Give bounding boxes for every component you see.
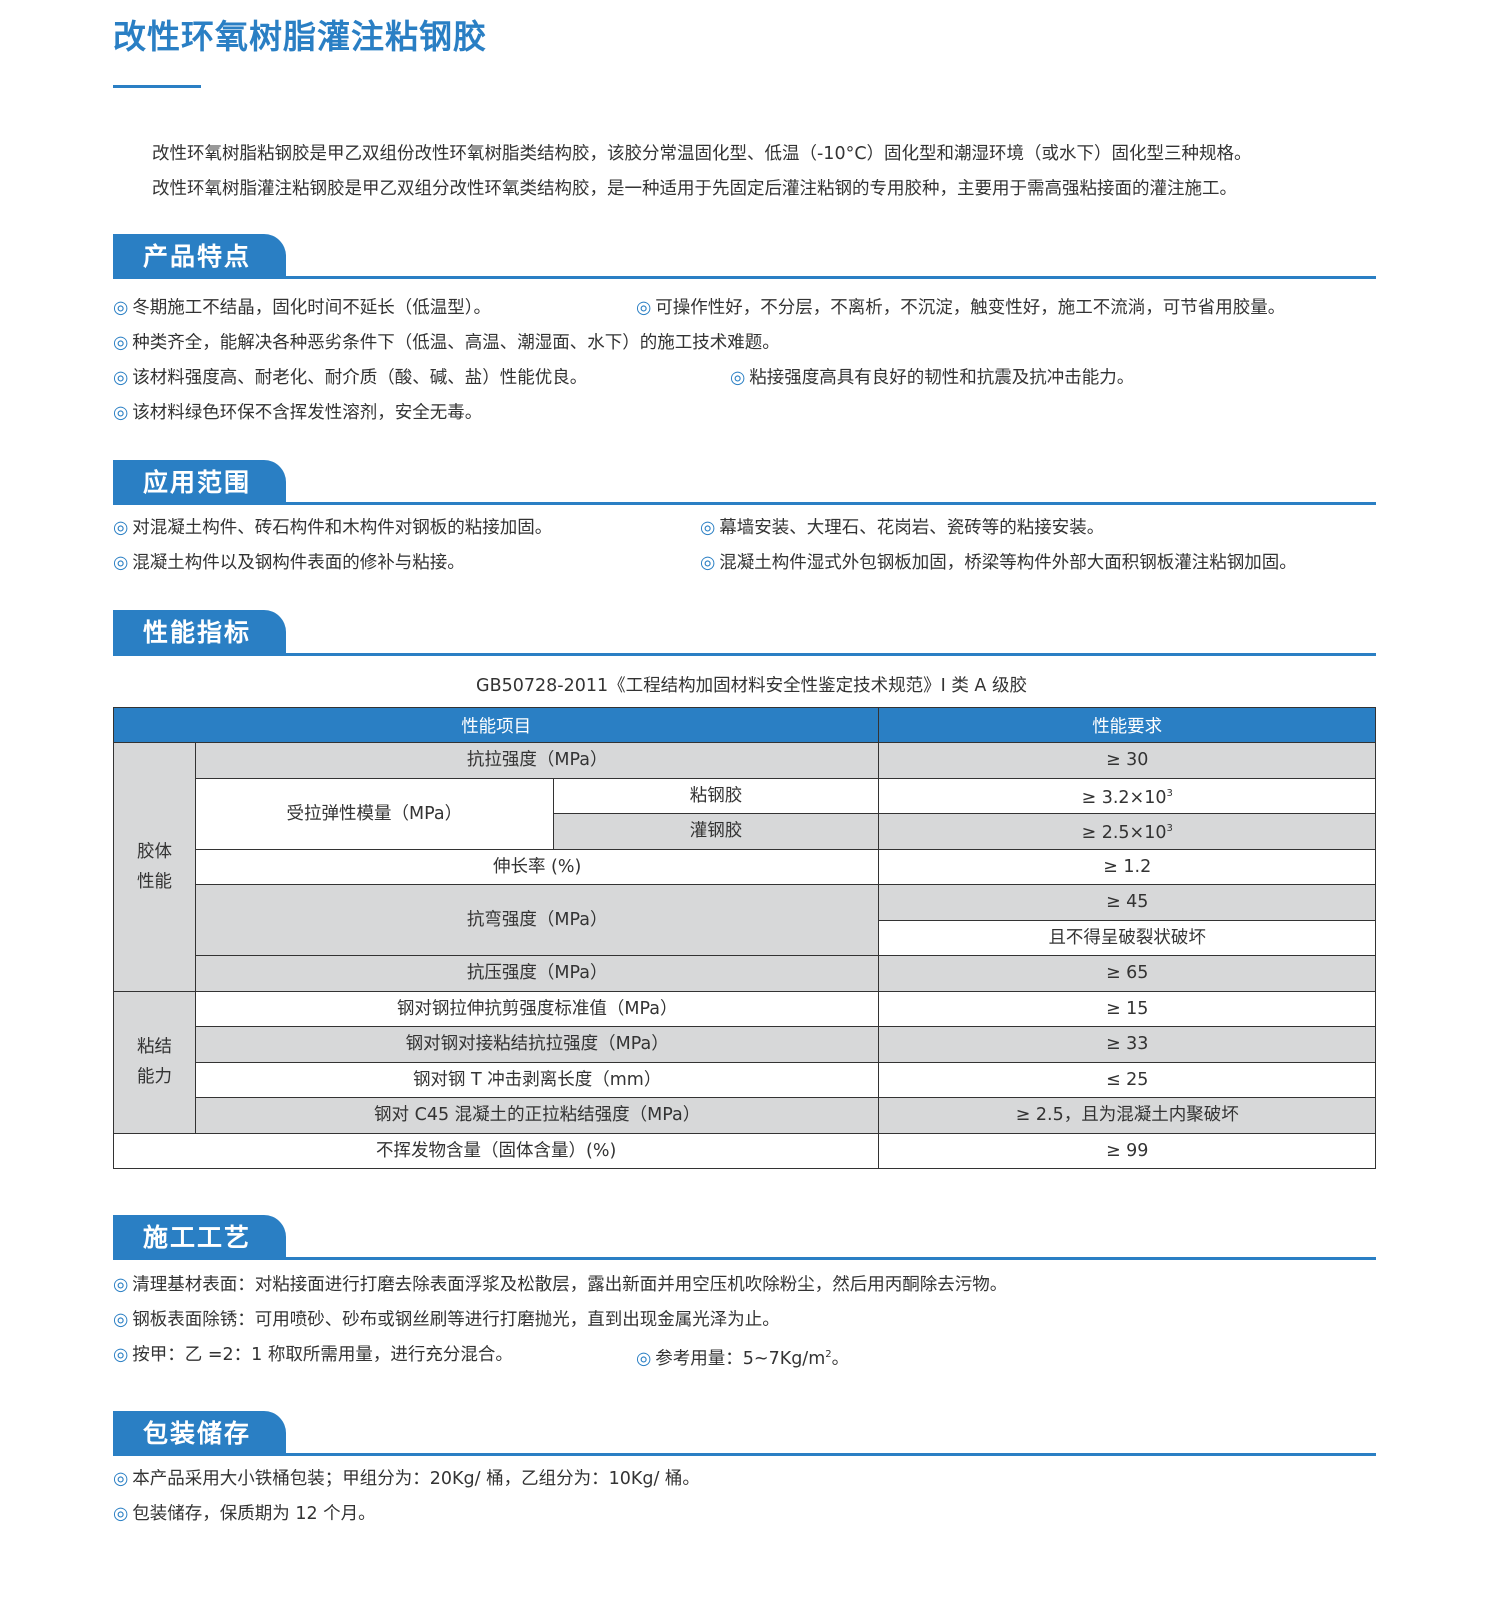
bullet-icon: ◎	[113, 1469, 129, 1489]
section-divider	[113, 1453, 1376, 1456]
list-item: ◎ 本产品采用大小铁桶包装；甲组分为：20Kg/ 桶，乙组分为：10Kg/ 桶。	[113, 1469, 700, 1489]
cell-req: ≥ 65	[878, 955, 1376, 992]
section-divider	[113, 502, 1376, 505]
cell-req: ≤ 25	[878, 1061, 1376, 1098]
section-divider	[113, 1257, 1376, 1260]
list-item: ◎ 钢板表面除锈：可用喷砂、砂布或钢丝刷等进行打磨抛光，直到出现金属光泽为止。	[113, 1310, 780, 1330]
section-header-process: 施工工艺	[113, 1215, 286, 1259]
cell-item: 钢对钢对接粘结抗拉强度（MPa）	[194, 1026, 880, 1063]
bullet-icon: ◎	[113, 368, 129, 388]
cell-sub: 灌钢胶	[552, 813, 880, 850]
cell-req: ≥ 45	[878, 884, 1376, 921]
page-title: 改性环氧树脂灌注粘钢胶	[113, 17, 487, 56]
header-item: 性能项目	[112, 707, 880, 743]
cell-sub: 粘钢胶	[552, 777, 880, 814]
table-row: 钢对钢对接粘结抗拉强度（MPa） ≥ 33	[114, 1026, 1376, 1063]
list-item: ◎ 可操作性好，不分层，不离析，不沉淀，触变性好，施工不流淌，可节省用胶量。	[636, 298, 1286, 318]
section-divider	[113, 276, 1376, 279]
bullet-icon: ◎	[113, 333, 129, 353]
cell-item: 不挥发物含量（固体含量）(%)	[112, 1132, 880, 1169]
table-row: 不挥发物含量（固体含量）(%) ≥ 99	[112, 1132, 1376, 1169]
table-row: 钢对钢 T 冲击剥离长度（mm） ≤ 25	[114, 1061, 1376, 1098]
bullet-icon: ◎	[113, 1275, 129, 1295]
bullet-icon: ◎	[113, 298, 129, 318]
section-header-storage: 包装储存	[113, 1411, 286, 1455]
section-header-features: 产品特点	[113, 234, 286, 278]
list-item: ◎ 该材料强度高、耐老化、耐介质（酸、碱、盐）性能优良。	[113, 368, 588, 388]
cell-item: 抗弯强度（MPa）	[194, 884, 880, 956]
list-item: ◎ 清理基材表面：对粘接面进行打磨去除表面浮浆及松散层，露出新面并用空压机吹除粉尘…	[113, 1275, 1008, 1295]
cell-req: ≥ 30	[878, 742, 1376, 779]
cell-req: ≥ 2.5，且为混凝土内聚破坏	[878, 1097, 1376, 1134]
bullet-icon: ◎	[113, 1345, 129, 1365]
bullet-icon: ◎	[636, 298, 652, 318]
list-item: ◎ 参考用量：5~7Kg/m2。	[636, 1348, 850, 1369]
list-item: ◎ 对混凝土构件、砖石构件和木构件对钢板的粘接加固。	[113, 518, 553, 538]
section-divider	[113, 653, 1376, 656]
table-row: 抗弯强度（MPa） ≥ 45	[114, 884, 1376, 956]
list-item: ◎ 包装储存，保质期为 12 个月。	[113, 1504, 376, 1524]
group-label: 粘结 能力	[113, 990, 196, 1134]
cell-req: ≥ 15	[878, 990, 1376, 1027]
table-row: 粘结 能力 钢对钢拉伸抗剪强度标准值（MPa） ≥ 15	[113, 990, 1376, 1134]
bullet-icon: ◎	[700, 553, 716, 573]
cell-req: ≥ 2.5×103	[878, 813, 1376, 850]
table-header-row: 性能项目 性能要求	[112, 707, 1376, 743]
spec-table: 性能项目 性能要求 胶体 性能 抗拉强度（MPa） ≥ 30 受拉弹性模量（MPa…	[112, 707, 1376, 1169]
list-item: ◎ 按甲：乙 =2：1 称取所需用量，进行充分混合。	[113, 1345, 513, 1365]
intro-paragraph: 改性环氧树脂粘钢胶是甲乙双组份改性环氧树脂类结构胶，该胶分常温固化型、低温（-1…	[152, 144, 1252, 164]
bullet-icon: ◎	[730, 368, 746, 388]
list-item: ◎ 混凝土构件湿式外包钢板加固，桥梁等构件外部大面积钢板灌注粘钢加固。	[700, 553, 1297, 573]
list-item: ◎ 混凝土构件以及钢构件表面的修补与粘接。	[113, 553, 465, 573]
header-requirement: 性能要求	[878, 707, 1376, 743]
list-item: ◎ 幕墙安装、大理石、花岗岩、瓷砖等的粘接安装。	[700, 518, 1105, 538]
table-row: 受拉弹性模量（MPa） 粘钢胶 ≥ 3.2×103	[114, 777, 1376, 850]
bullet-icon: ◎	[636, 1348, 652, 1369]
intro-paragraph: 改性环氧树脂灌注粘钢胶是甲乙双组分改性环氧类结构胶，是一种适用于先固定后灌注粘钢…	[152, 179, 1237, 199]
cell-item: 钢对钢 T 冲击剥离长度（mm）	[194, 1061, 880, 1098]
table-row: 灌钢胶 ≥ 2.5×103	[114, 813, 1376, 850]
cell-req: ≥ 33	[878, 1026, 1376, 1063]
table-row: 伸长率 (%) ≥ 1.2	[114, 848, 1376, 885]
standard-caption: GB50728-2011《工程结构加固材料安全性鉴定技术规范》I 类 A 级胶	[476, 676, 1027, 696]
table-row: 胶体 性能 抗拉强度（MPa） ≥ 30	[113, 742, 1376, 992]
list-item: ◎ 粘接强度高具有良好的韧性和抗震及抗冲击能力。	[730, 368, 1135, 388]
cell-req: ≥ 3.2×103	[878, 777, 1376, 814]
cell-req: 且不得呈破裂状破坏	[878, 919, 1376, 956]
list-item: ◎ 种类齐全，能解决各种恶劣条件下（低温、高温、潮湿面、水下）的施工技术难题。	[113, 333, 780, 353]
group-label: 胶体 性能	[113, 742, 196, 992]
cell-item: 抗拉强度（MPa）	[194, 742, 880, 779]
bullet-icon: ◎	[113, 553, 129, 573]
cell-item: 钢对钢拉伸抗剪强度标准值（MPa）	[194, 990, 880, 1027]
section-header-application: 应用范围	[113, 460, 286, 504]
cell-req: ≥ 99	[878, 1132, 1376, 1169]
list-item: ◎ 该材料绿色环保不含挥发性溶剂，安全无毒。	[113, 403, 483, 423]
section-header-performance: 性能指标	[113, 610, 286, 654]
table-row: 抗压强度（MPa） ≥ 65	[114, 955, 1376, 992]
table-row: 且不得呈破裂状破坏	[114, 919, 1376, 956]
bullet-icon: ◎	[700, 518, 716, 538]
cell-item: 受拉弹性模量（MPa）	[194, 777, 554, 850]
cell-item: 钢对 C45 混凝土的正拉粘结强度（MPa）	[194, 1097, 880, 1134]
bullet-icon: ◎	[113, 403, 129, 423]
cell-item: 抗压强度（MPa）	[194, 955, 880, 992]
cell-item: 伸长率 (%)	[194, 848, 880, 885]
title-underline	[113, 85, 201, 88]
bullet-icon: ◎	[113, 1504, 129, 1524]
bullet-icon: ◎	[113, 518, 129, 538]
list-item: ◎ 冬期施工不结晶，固化时间不延长（低温型）。	[113, 298, 492, 318]
cell-req: ≥ 1.2	[878, 848, 1376, 885]
bullet-icon: ◎	[113, 1310, 129, 1330]
table-row: 钢对 C45 混凝土的正拉粘结强度（MPa） ≥ 2.5，且为混凝土内聚破坏	[114, 1097, 1376, 1134]
